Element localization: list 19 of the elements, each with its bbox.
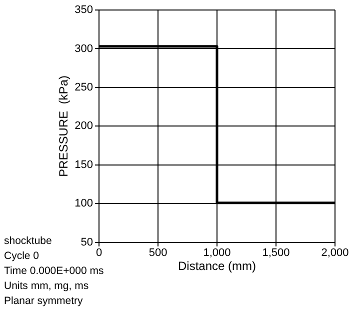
- x-axis-title: Distance (mm): [178, 259, 256, 274]
- y-tick-label: 300: [74, 42, 93, 55]
- y-tick-label: 350: [74, 4, 93, 16]
- y-axis-title: PRESSURE (kPa): [56, 76, 71, 177]
- y-tick-label: 250: [74, 82, 93, 94]
- x-tick-label: 0: [96, 247, 102, 260]
- x-tick-label: 1,500: [262, 247, 290, 260]
- y-tick-label: 200: [74, 120, 93, 132]
- x-tick-label: 500: [148, 247, 168, 260]
- y-tick-label: 50: [80, 236, 93, 248]
- text: shocktube: [4, 235, 52, 247]
- y-tick-label: 150: [74, 158, 93, 171]
- text: Time 0.000E+000 ms: [4, 264, 104, 279]
- x-tick-label: 2,000: [321, 247, 349, 260]
- text: Units mm, mg, ms: [4, 279, 90, 294]
- y-tick-label: 100: [74, 198, 93, 210]
- text: Cycle 0: [4, 250, 40, 262]
- x-tick-label: 1,000: [203, 247, 231, 260]
- text: Planar symmetry: [4, 294, 84, 309]
